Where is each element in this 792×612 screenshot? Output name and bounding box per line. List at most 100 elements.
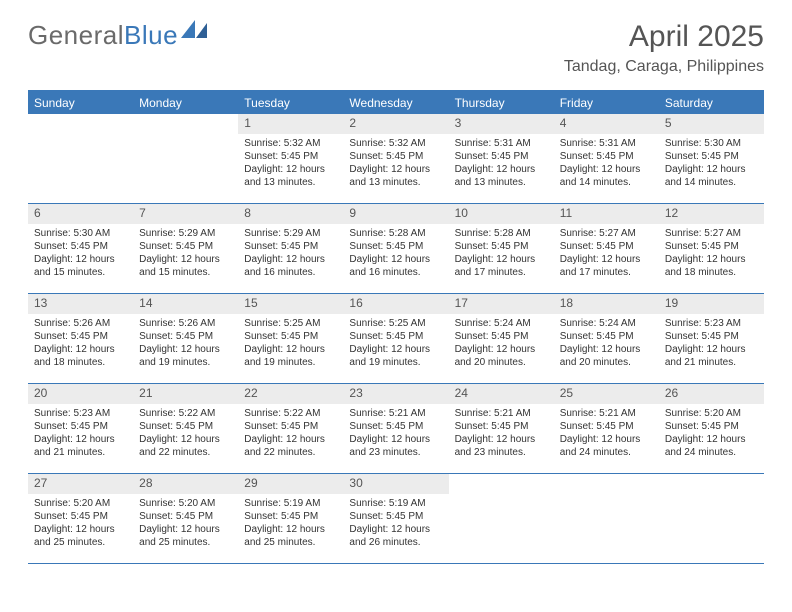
day-info: Sunrise: 5:20 AMSunset: 5:45 PMDaylight:… bbox=[659, 404, 764, 473]
day-number: 25 bbox=[554, 384, 659, 404]
day-cell bbox=[659, 474, 764, 563]
sunset-line: Sunset: 5:45 PM bbox=[455, 420, 548, 433]
day-info: Sunrise: 5:30 AMSunset: 5:45 PMDaylight:… bbox=[659, 134, 764, 203]
day-cell: 17Sunrise: 5:24 AMSunset: 5:45 PMDayligh… bbox=[449, 294, 554, 383]
sunset-line: Sunset: 5:45 PM bbox=[139, 510, 232, 523]
day-number: 5 bbox=[659, 114, 764, 134]
day-number: 27 bbox=[28, 474, 133, 494]
sunset-line: Sunset: 5:45 PM bbox=[349, 330, 442, 343]
day-info: Sunrise: 5:22 AMSunset: 5:45 PMDaylight:… bbox=[133, 404, 238, 473]
day-info: Sunrise: 5:28 AMSunset: 5:45 PMDaylight:… bbox=[343, 224, 448, 293]
daylight-line: Daylight: 12 hours and 16 minutes. bbox=[349, 253, 442, 279]
day-info: Sunrise: 5:29 AMSunset: 5:45 PMDaylight:… bbox=[238, 224, 343, 293]
sunrise-line: Sunrise: 5:21 AM bbox=[349, 407, 442, 420]
day-number: 23 bbox=[343, 384, 448, 404]
daylight-line: Daylight: 12 hours and 15 minutes. bbox=[139, 253, 232, 279]
day-cell: 28Sunrise: 5:20 AMSunset: 5:45 PMDayligh… bbox=[133, 474, 238, 563]
brand-part1: General bbox=[28, 20, 124, 51]
day-info bbox=[449, 494, 554, 563]
day-cell: 8Sunrise: 5:29 AMSunset: 5:45 PMDaylight… bbox=[238, 204, 343, 293]
weekday-label: Thursday bbox=[449, 92, 554, 114]
sunrise-line: Sunrise: 5:29 AM bbox=[244, 227, 337, 240]
day-cell: 5Sunrise: 5:30 AMSunset: 5:45 PMDaylight… bbox=[659, 114, 764, 203]
sunset-line: Sunset: 5:45 PM bbox=[244, 240, 337, 253]
sunrise-line: Sunrise: 5:27 AM bbox=[665, 227, 758, 240]
day-info: Sunrise: 5:32 AMSunset: 5:45 PMDaylight:… bbox=[343, 134, 448, 203]
sunset-line: Sunset: 5:45 PM bbox=[665, 420, 758, 433]
day-cell: 16Sunrise: 5:25 AMSunset: 5:45 PMDayligh… bbox=[343, 294, 448, 383]
daylight-line: Daylight: 12 hours and 25 minutes. bbox=[34, 523, 127, 549]
daylight-line: Daylight: 12 hours and 26 minutes. bbox=[349, 523, 442, 549]
day-info bbox=[28, 134, 133, 203]
sunset-line: Sunset: 5:45 PM bbox=[665, 330, 758, 343]
day-info: Sunrise: 5:30 AMSunset: 5:45 PMDaylight:… bbox=[28, 224, 133, 293]
day-number: 28 bbox=[133, 474, 238, 494]
day-number: 17 bbox=[449, 294, 554, 314]
day-cell: 12Sunrise: 5:27 AMSunset: 5:45 PMDayligh… bbox=[659, 204, 764, 293]
day-info: Sunrise: 5:25 AMSunset: 5:45 PMDaylight:… bbox=[238, 314, 343, 383]
day-cell: 3Sunrise: 5:31 AMSunset: 5:45 PMDaylight… bbox=[449, 114, 554, 203]
day-info: Sunrise: 5:28 AMSunset: 5:45 PMDaylight:… bbox=[449, 224, 554, 293]
sunset-line: Sunset: 5:45 PM bbox=[34, 330, 127, 343]
day-info: Sunrise: 5:24 AMSunset: 5:45 PMDaylight:… bbox=[449, 314, 554, 383]
sunset-line: Sunset: 5:45 PM bbox=[244, 420, 337, 433]
day-cell: 18Sunrise: 5:24 AMSunset: 5:45 PMDayligh… bbox=[554, 294, 659, 383]
daylight-line: Daylight: 12 hours and 17 minutes. bbox=[560, 253, 653, 279]
weekday-label: Friday bbox=[554, 92, 659, 114]
week-row: 13Sunrise: 5:26 AMSunset: 5:45 PMDayligh… bbox=[28, 294, 764, 384]
day-number: 4 bbox=[554, 114, 659, 134]
daylight-line: Daylight: 12 hours and 22 minutes. bbox=[139, 433, 232, 459]
day-cell: 20Sunrise: 5:23 AMSunset: 5:45 PMDayligh… bbox=[28, 384, 133, 473]
day-cell bbox=[133, 114, 238, 203]
sunrise-line: Sunrise: 5:22 AM bbox=[244, 407, 337, 420]
day-number: 12 bbox=[659, 204, 764, 224]
daylight-line: Daylight: 12 hours and 18 minutes. bbox=[34, 343, 127, 369]
day-cell: 29Sunrise: 5:19 AMSunset: 5:45 PMDayligh… bbox=[238, 474, 343, 563]
sunrise-line: Sunrise: 5:26 AM bbox=[139, 317, 232, 330]
daylight-line: Daylight: 12 hours and 21 minutes. bbox=[34, 433, 127, 459]
daylight-line: Daylight: 12 hours and 13 minutes. bbox=[455, 163, 548, 189]
day-info: Sunrise: 5:32 AMSunset: 5:45 PMDaylight:… bbox=[238, 134, 343, 203]
daylight-line: Daylight: 12 hours and 19 minutes. bbox=[349, 343, 442, 369]
day-info: Sunrise: 5:31 AMSunset: 5:45 PMDaylight:… bbox=[554, 134, 659, 203]
sunrise-line: Sunrise: 5:20 AM bbox=[139, 497, 232, 510]
day-cell: 15Sunrise: 5:25 AMSunset: 5:45 PMDayligh… bbox=[238, 294, 343, 383]
day-info: Sunrise: 5:26 AMSunset: 5:45 PMDaylight:… bbox=[133, 314, 238, 383]
daylight-line: Daylight: 12 hours and 20 minutes. bbox=[455, 343, 548, 369]
day-cell: 14Sunrise: 5:26 AMSunset: 5:45 PMDayligh… bbox=[133, 294, 238, 383]
sunrise-line: Sunrise: 5:25 AM bbox=[244, 317, 337, 330]
daylight-line: Daylight: 12 hours and 25 minutes. bbox=[244, 523, 337, 549]
day-cell: 1Sunrise: 5:32 AMSunset: 5:45 PMDaylight… bbox=[238, 114, 343, 203]
day-cell: 27Sunrise: 5:20 AMSunset: 5:45 PMDayligh… bbox=[28, 474, 133, 563]
day-number: 26 bbox=[659, 384, 764, 404]
sunrise-line: Sunrise: 5:21 AM bbox=[455, 407, 548, 420]
sunrise-line: Sunrise: 5:22 AM bbox=[139, 407, 232, 420]
day-info: Sunrise: 5:23 AMSunset: 5:45 PMDaylight:… bbox=[28, 404, 133, 473]
sunset-line: Sunset: 5:45 PM bbox=[455, 330, 548, 343]
sunset-line: Sunset: 5:45 PM bbox=[244, 510, 337, 523]
day-info: Sunrise: 5:23 AMSunset: 5:45 PMDaylight:… bbox=[659, 314, 764, 383]
sunrise-line: Sunrise: 5:24 AM bbox=[560, 317, 653, 330]
day-number bbox=[554, 474, 659, 494]
week-row: 27Sunrise: 5:20 AMSunset: 5:45 PMDayligh… bbox=[28, 474, 764, 564]
weekday-label: Monday bbox=[133, 92, 238, 114]
day-number: 30 bbox=[343, 474, 448, 494]
day-info: Sunrise: 5:24 AMSunset: 5:45 PMDaylight:… bbox=[554, 314, 659, 383]
day-number bbox=[133, 114, 238, 134]
day-info: Sunrise: 5:21 AMSunset: 5:45 PMDaylight:… bbox=[449, 404, 554, 473]
sunset-line: Sunset: 5:45 PM bbox=[560, 240, 653, 253]
day-number: 10 bbox=[449, 204, 554, 224]
day-number bbox=[449, 474, 554, 494]
day-cell: 23Sunrise: 5:21 AMSunset: 5:45 PMDayligh… bbox=[343, 384, 448, 473]
day-number: 15 bbox=[238, 294, 343, 314]
brand-logo: GeneralBlue bbox=[28, 20, 207, 51]
daylight-line: Daylight: 12 hours and 16 minutes. bbox=[244, 253, 337, 279]
sunrise-line: Sunrise: 5:32 AM bbox=[244, 137, 337, 150]
day-info: Sunrise: 5:27 AMSunset: 5:45 PMDaylight:… bbox=[659, 224, 764, 293]
day-number: 24 bbox=[449, 384, 554, 404]
daylight-line: Daylight: 12 hours and 19 minutes. bbox=[244, 343, 337, 369]
sunset-line: Sunset: 5:45 PM bbox=[34, 240, 127, 253]
daylight-line: Daylight: 12 hours and 18 minutes. bbox=[665, 253, 758, 279]
daylight-line: Daylight: 12 hours and 20 minutes. bbox=[560, 343, 653, 369]
day-info: Sunrise: 5:19 AMSunset: 5:45 PMDaylight:… bbox=[238, 494, 343, 563]
